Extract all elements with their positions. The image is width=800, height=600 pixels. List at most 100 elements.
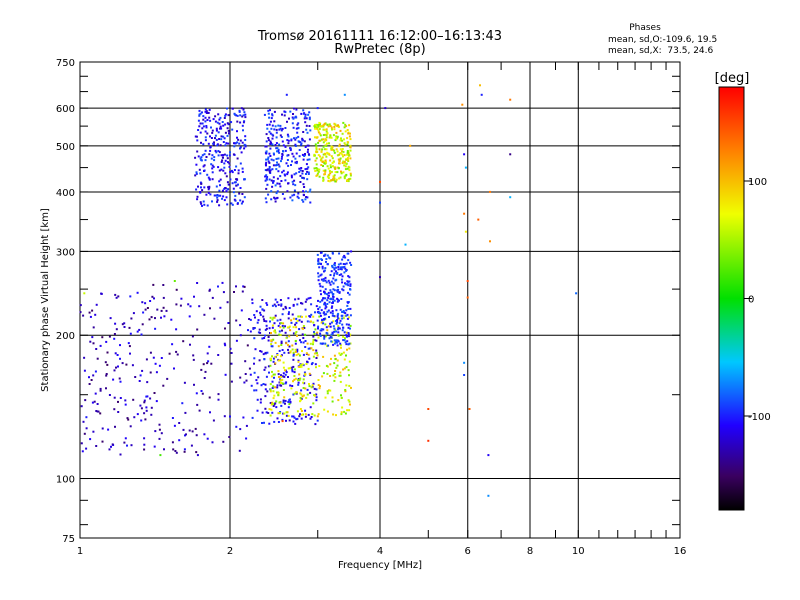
data-point <box>213 141 215 144</box>
data-point <box>321 299 324 302</box>
data-point <box>344 312 347 315</box>
data-point <box>337 326 340 329</box>
data-point <box>337 124 339 127</box>
data-point <box>331 165 334 168</box>
data-point <box>289 149 292 152</box>
data-point <box>343 126 346 129</box>
x-tick-label: 16 <box>674 546 687 557</box>
data-point <box>317 413 320 416</box>
data-point <box>262 383 265 385</box>
data-point <box>349 314 352 317</box>
data-point <box>345 354 347 357</box>
data-point <box>208 288 211 291</box>
data-point <box>219 178 222 181</box>
data-point <box>206 204 209 207</box>
data-point <box>301 413 304 416</box>
data-point <box>202 125 205 128</box>
data-point <box>337 266 340 268</box>
data-point <box>332 176 335 179</box>
data-point <box>279 322 282 325</box>
data-point <box>575 292 578 295</box>
data-point <box>204 159 207 162</box>
data-point <box>314 363 317 366</box>
data-point <box>176 353 179 356</box>
data-point <box>143 448 146 451</box>
data-point <box>303 382 306 385</box>
data-point <box>338 299 340 302</box>
data-point <box>113 408 116 411</box>
data-point <box>209 307 211 310</box>
data-point <box>259 311 262 314</box>
data-point <box>203 313 206 316</box>
data-point <box>295 418 298 421</box>
data-point <box>202 115 205 118</box>
data-point <box>289 110 292 113</box>
data-point <box>290 164 292 166</box>
data-point <box>328 337 331 340</box>
data-point <box>326 175 329 178</box>
data-point <box>324 279 327 282</box>
data-point <box>115 328 118 331</box>
data-point <box>209 149 212 152</box>
data-point <box>319 159 322 162</box>
data-point <box>297 192 300 195</box>
data-point <box>334 370 337 372</box>
data-point <box>209 411 211 414</box>
data-point <box>281 378 284 381</box>
data-point <box>293 371 296 374</box>
data-point <box>238 110 241 113</box>
data-point <box>270 332 272 334</box>
data-point <box>307 173 310 175</box>
data-point <box>312 341 315 344</box>
data-point <box>307 153 310 156</box>
data-point <box>333 264 336 267</box>
data-point <box>272 385 275 388</box>
data-point <box>196 195 199 198</box>
data-point <box>339 380 342 383</box>
data-point <box>284 305 287 308</box>
data-point <box>334 376 337 379</box>
data-point <box>349 177 352 180</box>
data-point <box>150 413 153 416</box>
data-point <box>308 138 311 141</box>
data-point <box>305 396 308 399</box>
data-point <box>117 411 120 413</box>
data-point <box>232 187 235 190</box>
data-point <box>93 400 96 403</box>
data-point <box>114 352 117 355</box>
data-point <box>282 169 285 172</box>
data-point <box>275 168 278 171</box>
data-point <box>208 185 211 188</box>
data-point <box>335 322 338 325</box>
data-point <box>233 145 236 148</box>
data-point <box>331 331 334 334</box>
data-point <box>316 172 319 175</box>
data-point <box>239 334 242 337</box>
data-point <box>251 298 254 301</box>
data-point <box>330 357 332 360</box>
data-point <box>330 170 333 173</box>
data-point <box>259 305 262 308</box>
data-point <box>323 337 326 340</box>
data-point <box>299 377 302 380</box>
data-point <box>335 135 338 138</box>
data-point <box>321 161 324 163</box>
data-point <box>348 384 351 387</box>
data-point <box>339 176 342 179</box>
data-point <box>99 344 102 347</box>
data-point <box>260 350 263 353</box>
data-point <box>338 160 341 163</box>
data-point <box>341 153 344 156</box>
data-point <box>335 278 338 281</box>
data-point <box>330 306 333 309</box>
data-point <box>221 121 224 123</box>
data-point <box>273 376 275 379</box>
data-point <box>468 408 471 410</box>
data-point <box>272 390 275 393</box>
data-point <box>273 303 276 306</box>
data-point <box>242 121 245 124</box>
data-point <box>337 325 340 327</box>
data-point <box>143 443 146 446</box>
data-point <box>267 160 270 163</box>
data-point <box>201 111 203 114</box>
